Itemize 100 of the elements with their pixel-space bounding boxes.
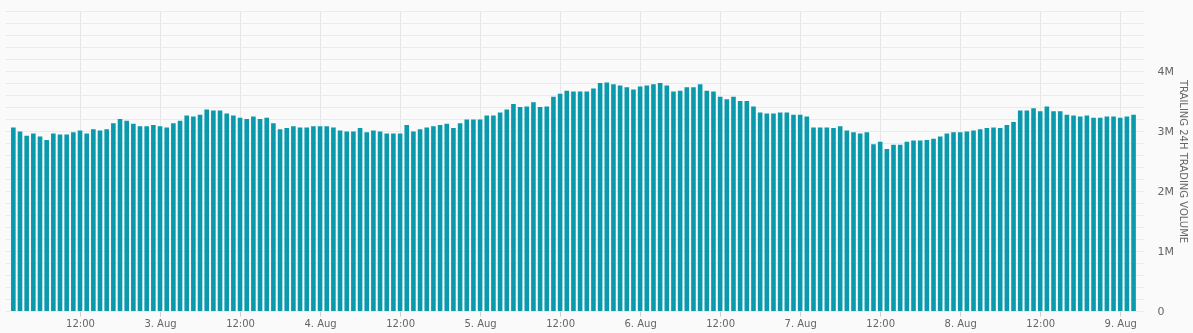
bar bbox=[331, 127, 336, 311]
bar bbox=[431, 126, 436, 311]
bar bbox=[1011, 122, 1016, 311]
x-tick-label: 12:00 bbox=[1026, 317, 1056, 329]
bar bbox=[364, 132, 370, 311]
bar bbox=[1097, 117, 1103, 311]
bar bbox=[91, 129, 96, 311]
bar bbox=[191, 116, 196, 311]
bar bbox=[691, 87, 696, 311]
bar bbox=[551, 96, 556, 311]
bar bbox=[644, 85, 650, 311]
bar bbox=[351, 131, 356, 311]
bar bbox=[231, 115, 236, 311]
y-tick-label: 4M bbox=[1157, 64, 1174, 78]
bar bbox=[271, 123, 276, 311]
bar bbox=[31, 133, 36, 311]
bar bbox=[591, 88, 596, 311]
x-tick-label: 7. Aug bbox=[784, 317, 817, 329]
bar bbox=[71, 132, 76, 311]
bar bbox=[451, 128, 456, 311]
y-tick-label: 1M bbox=[1157, 244, 1174, 258]
bar bbox=[324, 126, 330, 311]
bar bbox=[491, 115, 496, 311]
bar bbox=[471, 119, 476, 311]
bar bbox=[211, 110, 216, 311]
bar bbox=[84, 133, 89, 311]
bar bbox=[344, 131, 350, 311]
bar bbox=[51, 133, 56, 311]
bar bbox=[484, 115, 490, 311]
bar bbox=[284, 128, 290, 311]
bar bbox=[1131, 114, 1136, 311]
bar bbox=[751, 106, 756, 311]
bar bbox=[1117, 117, 1123, 311]
bar bbox=[1037, 111, 1043, 311]
x-tick-label: 8. Aug bbox=[944, 317, 977, 329]
bar bbox=[571, 91, 576, 311]
bar bbox=[64, 134, 69, 311]
bar bbox=[991, 127, 996, 311]
y-axis-title: TRAILING 24H TRADING VOLUME bbox=[1177, 78, 1189, 244]
x-tick-label: 6. Aug bbox=[624, 317, 657, 329]
bar bbox=[564, 90, 570, 311]
bar bbox=[611, 84, 616, 311]
bar bbox=[1071, 115, 1076, 311]
bar bbox=[11, 127, 16, 311]
bar bbox=[264, 117, 270, 311]
bar bbox=[1077, 116, 1083, 311]
bar bbox=[111, 123, 116, 311]
bar bbox=[384, 133, 390, 311]
x-tick-label: 12:00 bbox=[386, 317, 415, 329]
bar bbox=[144, 126, 149, 311]
bar bbox=[444, 123, 450, 311]
bar bbox=[604, 82, 610, 311]
x-tick-label: 12:00 bbox=[66, 317, 95, 329]
bar bbox=[424, 127, 430, 311]
bar bbox=[1091, 117, 1096, 311]
bar bbox=[1057, 111, 1063, 311]
bar bbox=[671, 91, 676, 311]
bar bbox=[1111, 116, 1116, 311]
bar bbox=[151, 125, 156, 311]
bar bbox=[624, 87, 630, 311]
x-tick-label: 3. Aug bbox=[144, 317, 177, 329]
bar bbox=[771, 113, 776, 311]
bar bbox=[391, 133, 396, 311]
bar bbox=[1051, 111, 1056, 311]
bar bbox=[464, 119, 470, 311]
bar bbox=[831, 128, 836, 311]
bar bbox=[224, 113, 230, 311]
bar bbox=[851, 132, 856, 311]
bar bbox=[971, 130, 976, 311]
bar bbox=[1031, 108, 1036, 311]
bar bbox=[311, 126, 316, 311]
bar bbox=[711, 91, 716, 311]
x-tick-label: 12:00 bbox=[226, 317, 255, 329]
bar bbox=[511, 104, 516, 311]
x-tick-label: 5. Aug bbox=[464, 317, 497, 329]
bar bbox=[811, 127, 816, 311]
y-tick-label: 2M bbox=[1157, 184, 1174, 198]
x-tick-label: 12:00 bbox=[546, 317, 576, 329]
bar bbox=[584, 91, 590, 311]
bar bbox=[184, 115, 189, 311]
bar bbox=[124, 120, 129, 311]
bar bbox=[651, 84, 656, 311]
bar bbox=[371, 130, 376, 311]
bar bbox=[871, 144, 876, 311]
bar bbox=[791, 114, 796, 311]
x-tick-label: 12:00 bbox=[866, 317, 896, 329]
bar bbox=[251, 116, 256, 311]
bar bbox=[531, 102, 536, 311]
bar bbox=[631, 89, 636, 311]
bar bbox=[304, 127, 310, 311]
bar bbox=[131, 123, 136, 311]
bar bbox=[164, 127, 169, 311]
bar bbox=[104, 129, 109, 311]
bar bbox=[204, 109, 210, 311]
bar bbox=[931, 138, 936, 311]
bar bbox=[404, 125, 410, 311]
bar bbox=[504, 109, 510, 311]
bar bbox=[544, 106, 550, 311]
x-tick-label: 4. Aug bbox=[304, 317, 337, 329]
bar bbox=[951, 132, 956, 311]
